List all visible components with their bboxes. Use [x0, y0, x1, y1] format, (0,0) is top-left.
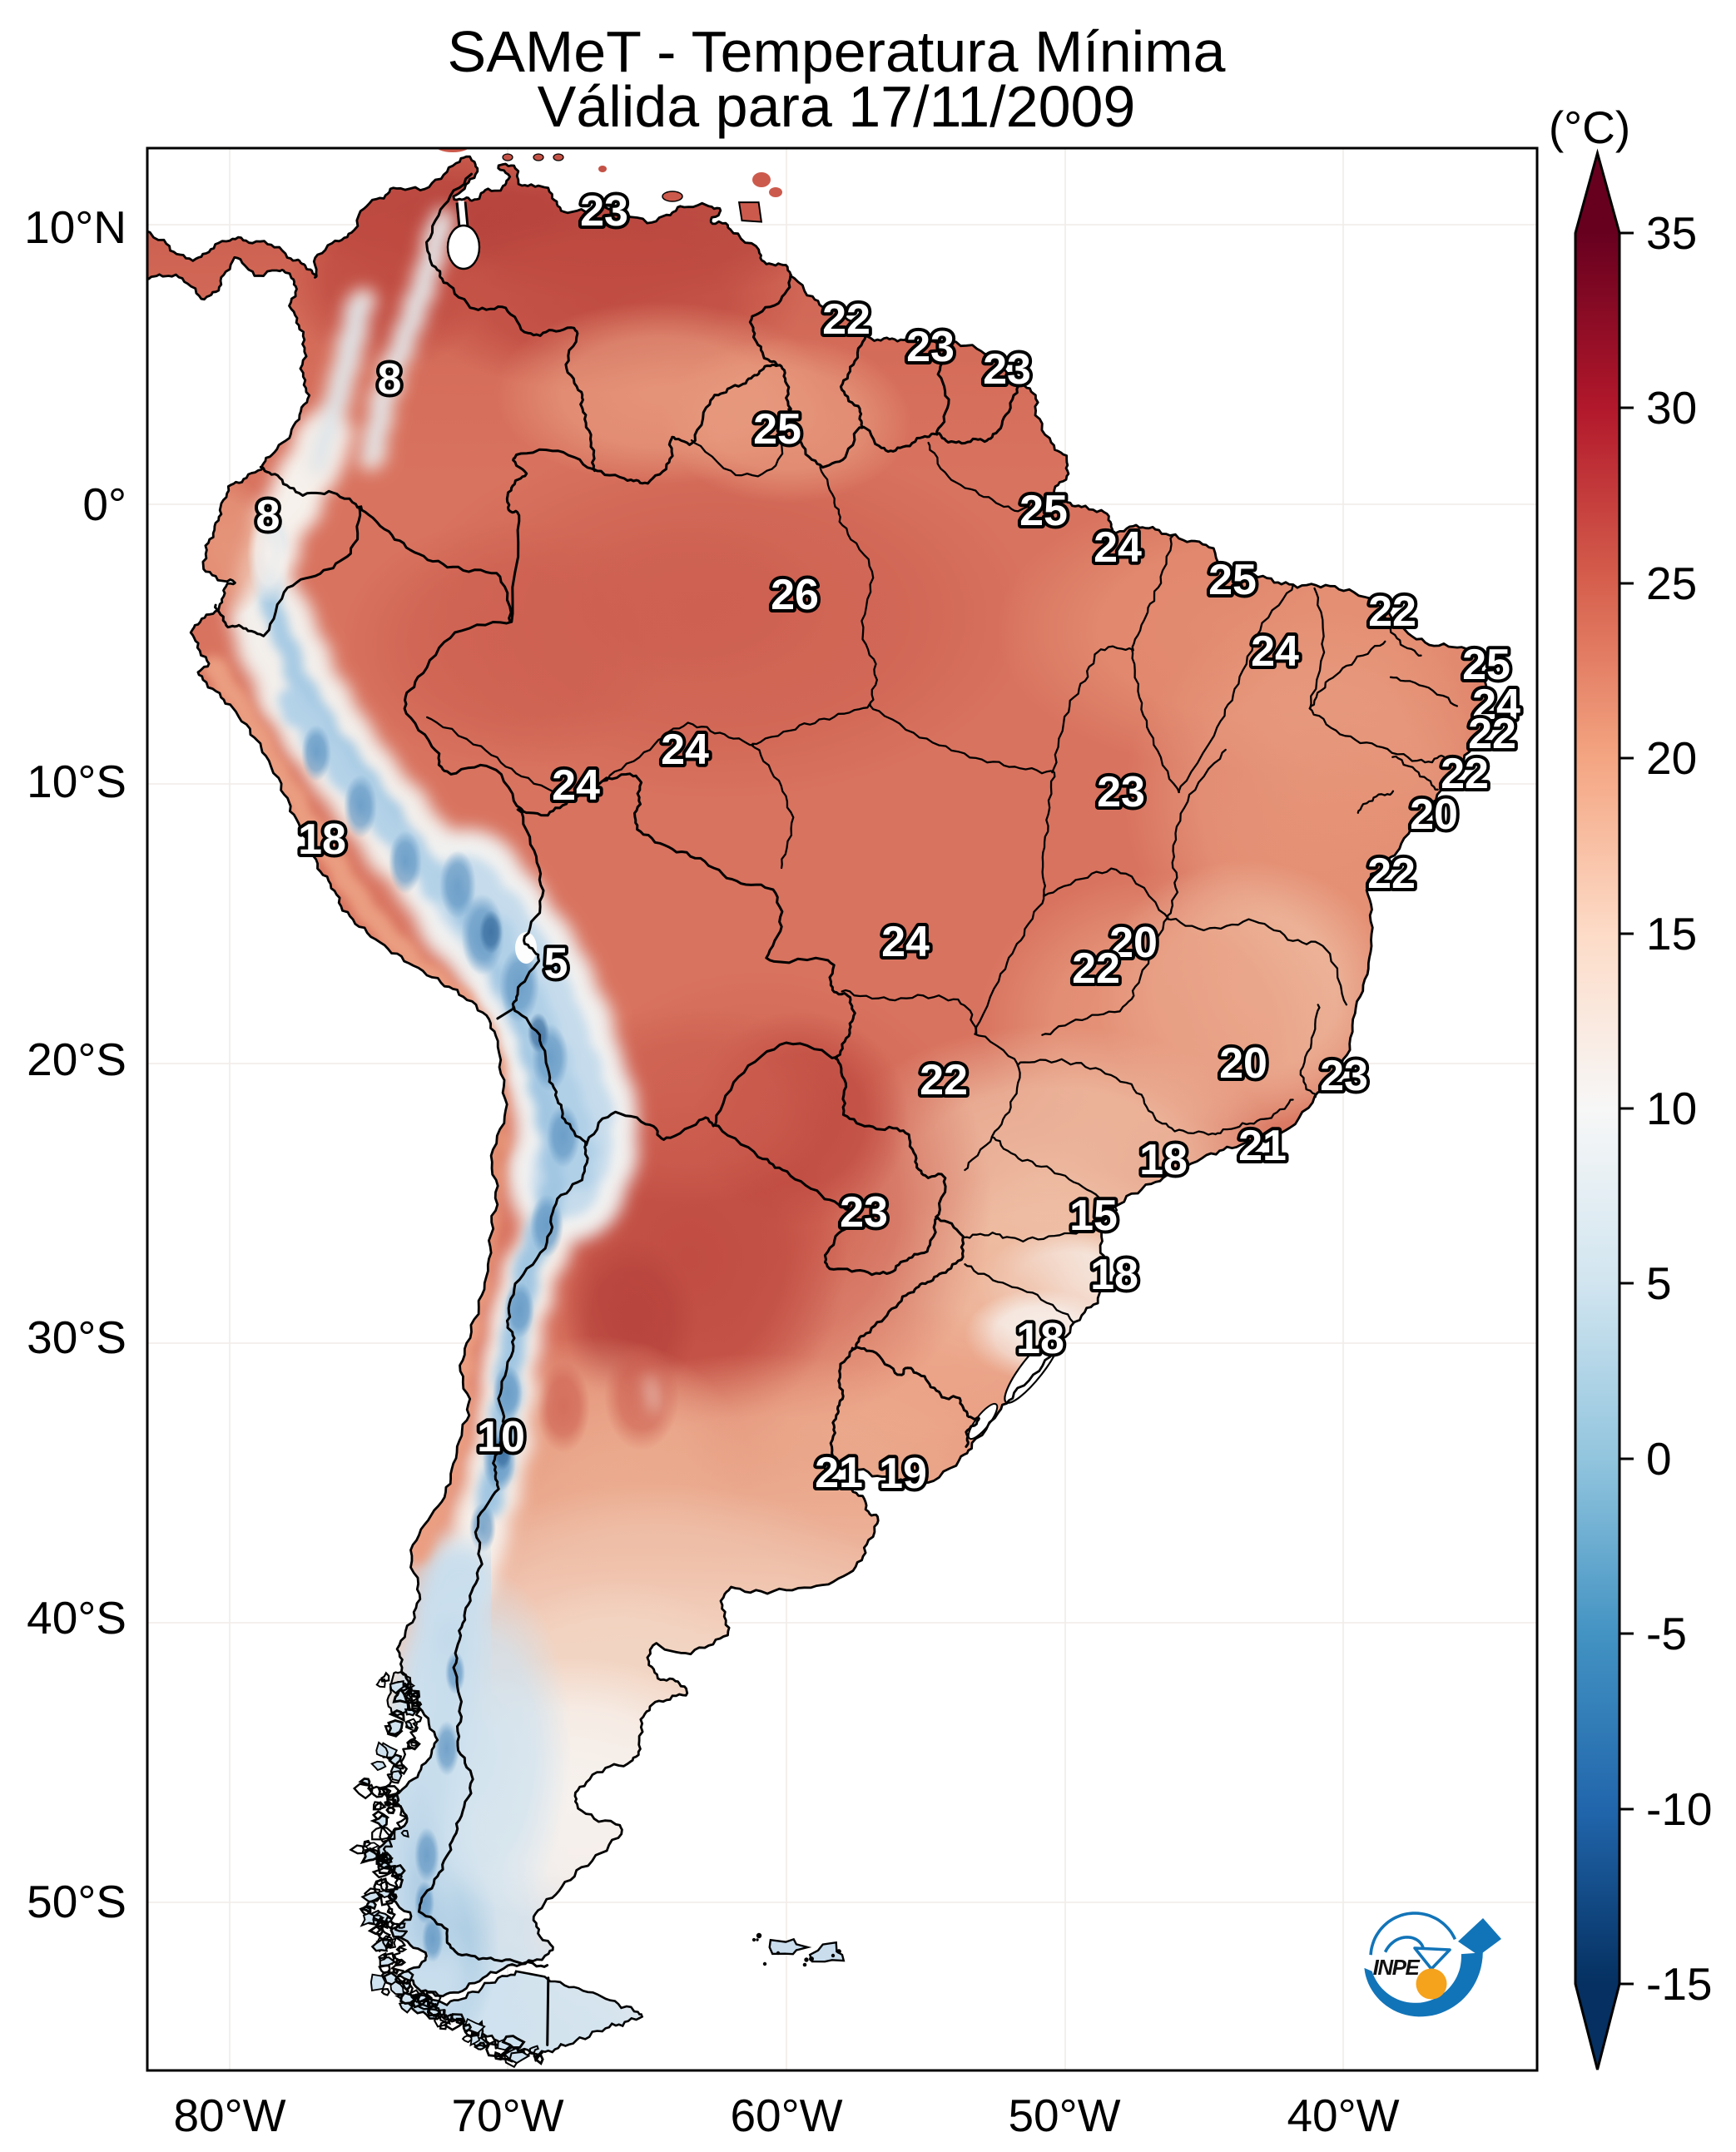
svg-text:8: 8 — [378, 355, 402, 404]
svg-text:24: 24 — [661, 726, 709, 774]
svg-text:18: 18 — [1016, 1315, 1064, 1363]
svg-text:SAMeT - Temperatura Mínima: SAMeT - Temperatura Mínima — [448, 19, 1226, 84]
svg-text:21: 21 — [815, 1449, 863, 1497]
svg-text:22: 22 — [920, 1056, 968, 1104]
svg-text:23: 23 — [1097, 768, 1145, 816]
svg-text:60°W: 60°W — [730, 2090, 842, 2141]
svg-text:-5: -5 — [1646, 1608, 1687, 1659]
svg-text:30°S: 30°S — [27, 1312, 126, 1363]
svg-text:Válida para 17/11/2009: Válida para 17/11/2009 — [538, 74, 1136, 139]
svg-text:10: 10 — [477, 1413, 525, 1461]
svg-text:80°W: 80°W — [173, 2090, 285, 2141]
svg-text:25: 25 — [753, 405, 801, 454]
svg-text:18: 18 — [1139, 1136, 1188, 1184]
svg-text:25: 25 — [1019, 487, 1068, 535]
svg-text:22: 22 — [1367, 850, 1416, 898]
svg-text:22: 22 — [1072, 945, 1120, 993]
svg-text:24: 24 — [881, 918, 930, 966]
svg-text:15: 15 — [1646, 908, 1697, 959]
svg-text:22: 22 — [1441, 750, 1489, 798]
svg-text:18: 18 — [1090, 1251, 1138, 1299]
svg-text:5: 5 — [1646, 1257, 1672, 1309]
svg-text:19: 19 — [879, 1450, 927, 1498]
svg-text:22: 22 — [1368, 588, 1416, 636]
svg-text:30: 30 — [1646, 382, 1697, 434]
svg-text:25: 25 — [1462, 641, 1510, 689]
svg-text:50°W: 50°W — [1008, 2090, 1120, 2141]
svg-text:35: 35 — [1646, 207, 1697, 259]
svg-text:22: 22 — [822, 295, 870, 344]
svg-text:18: 18 — [298, 816, 346, 864]
svg-text:-10: -10 — [1646, 1783, 1713, 1835]
svg-text:20: 20 — [1646, 732, 1697, 784]
svg-text:40°W: 40°W — [1287, 2090, 1399, 2141]
svg-text:20: 20 — [1410, 791, 1458, 839]
svg-text:-15: -15 — [1646, 1958, 1713, 2010]
svg-text:20: 20 — [1109, 919, 1158, 967]
svg-text:24: 24 — [552, 761, 600, 810]
svg-text:22: 22 — [1468, 710, 1516, 758]
svg-text:26: 26 — [771, 571, 819, 619]
svg-text:50°S: 50°S — [27, 1876, 126, 1927]
svg-text:24: 24 — [1094, 523, 1142, 572]
svg-text:23: 23 — [840, 1188, 888, 1237]
svg-text:70°W: 70°W — [451, 2090, 563, 2141]
svg-text:0°: 0° — [82, 478, 126, 530]
svg-text:23: 23 — [983, 345, 1031, 394]
svg-text:23: 23 — [1320, 1052, 1368, 1100]
svg-text:10°S: 10°S — [27, 756, 126, 807]
svg-text:25: 25 — [1208, 556, 1257, 604]
svg-text:20°S: 20°S — [27, 1034, 126, 1085]
svg-text:25: 25 — [1646, 558, 1697, 609]
svg-text:5: 5 — [544, 940, 568, 988]
svg-text:24: 24 — [1251, 627, 1299, 676]
svg-text:21: 21 — [1238, 1122, 1287, 1170]
svg-text:23: 23 — [906, 323, 955, 371]
svg-text:0: 0 — [1646, 1433, 1672, 1485]
svg-text:8: 8 — [256, 492, 280, 540]
svg-text:INPE: INPE — [1373, 1955, 1421, 1980]
svg-text:20: 20 — [1219, 1039, 1267, 1088]
svg-text:40°S: 40°S — [27, 1592, 126, 1644]
svg-text:10: 10 — [1646, 1083, 1697, 1134]
svg-text:15: 15 — [1069, 1192, 1118, 1240]
svg-text:24: 24 — [1472, 681, 1520, 729]
svg-text:10°N: 10°N — [24, 201, 126, 253]
svg-text:(°C): (°C) — [1549, 102, 1630, 153]
svg-text:23: 23 — [580, 187, 628, 236]
